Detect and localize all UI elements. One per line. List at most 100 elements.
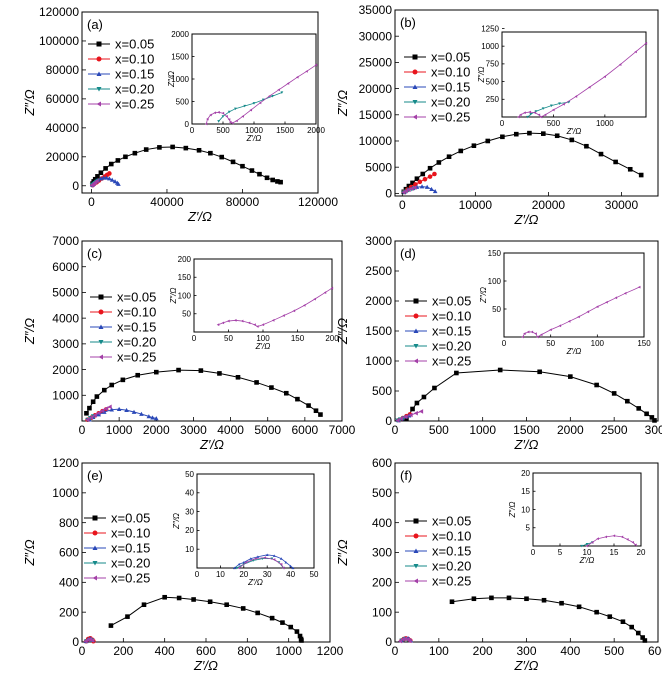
inset-data-point	[217, 110, 220, 114]
inset-plot-frame	[501, 31, 647, 118]
inset-data-point	[282, 566, 285, 570]
data-point	[224, 602, 229, 608]
data-point	[594, 609, 599, 615]
inset-y-tick-label: 1000	[171, 75, 189, 84]
inset-data-point	[271, 318, 275, 322]
data-point	[636, 406, 642, 411]
legend: x=0.05x=0.10x=0.15x=0.20x=0.25	[84, 511, 150, 586]
data-point	[112, 179, 118, 184]
data-point	[554, 133, 560, 139]
inset-x-tick-label: 2000	[307, 126, 325, 135]
legend-label: x=0.05	[432, 514, 471, 529]
y-tick-label: 300	[372, 546, 392, 560]
legend: x=0.05x=0.10x=0.15x=0.20x=0.25	[90, 290, 156, 365]
legend-marker	[98, 340, 104, 345]
data-point	[627, 166, 633, 172]
inset-y-tick-label: 20	[185, 526, 194, 535]
data-point	[294, 629, 300, 634]
x-tick-label: 0	[399, 198, 406, 212]
inset-data-point	[626, 538, 629, 541]
data-point	[269, 615, 275, 621]
inset-data-point	[519, 113, 522, 117]
x-tick-label: 0	[79, 423, 86, 437]
legend-label: x=0.20	[432, 339, 471, 354]
data-point	[629, 624, 634, 630]
data-point	[146, 414, 152, 419]
data-point	[196, 147, 202, 153]
x-tick-label: 6000	[292, 423, 319, 437]
data-point	[109, 382, 115, 388]
inset-data-point	[227, 319, 230, 323]
y-tick-label: 4000	[52, 311, 79, 325]
legend-label: x=0.15	[432, 324, 471, 339]
inset-x-tick-label: 0	[502, 339, 507, 348]
inset-data-point	[528, 110, 531, 114]
series-x025	[397, 636, 412, 644]
data-point	[92, 176, 98, 182]
inset-y-tick-label: 100	[488, 277, 502, 286]
inset-data-point	[552, 108, 555, 112]
data-point	[269, 385, 274, 390]
x-axis-title: Z′/Ω	[514, 658, 539, 673]
inset-series-x025	[204, 63, 318, 126]
inset-data-point	[543, 113, 547, 117]
legend-marker	[98, 294, 104, 300]
inset-data-point	[256, 555, 260, 558]
inset-data-point	[577, 315, 580, 319]
data-point	[153, 369, 159, 375]
legend-label: x=0.10	[111, 526, 150, 541]
legend-entry: x=0.25	[405, 574, 471, 589]
data-point	[101, 387, 107, 393]
x-tick-label: 200	[473, 644, 493, 658]
data-point	[458, 148, 464, 154]
inset-plot-frame	[191, 33, 317, 125]
inset-data-point	[213, 111, 217, 115]
inset-x-tick-label: 5	[558, 548, 563, 557]
data-point	[406, 187, 411, 193]
data-point	[497, 367, 503, 373]
data-point	[638, 172, 644, 178]
data-point	[403, 636, 408, 642]
inset-data-point	[237, 562, 241, 566]
legend-marker	[413, 533, 419, 539]
legend-label: x=0.25	[115, 97, 154, 112]
y-axis-title: Z″/Ω	[335, 90, 350, 117]
data-point	[95, 174, 100, 179]
data-point	[436, 160, 442, 165]
data-point	[249, 168, 255, 173]
inset-data-point	[539, 333, 543, 337]
inset-series-x025	[517, 41, 648, 119]
y-tick-label: 0	[72, 635, 79, 649]
y-tick-label: 0	[385, 635, 392, 649]
data-point	[124, 407, 129, 413]
x-tick-label: 4000	[217, 423, 244, 437]
x-tick-label: 120000	[298, 195, 338, 209]
data-point	[176, 595, 182, 601]
data-point	[109, 407, 115, 412]
data-point	[288, 624, 294, 630]
legend-entry: x=0.20	[84, 556, 150, 571]
inset-data-point	[279, 562, 283, 566]
data-point	[207, 599, 213, 605]
inset-data-point	[534, 332, 537, 336]
inset-x-tick-label: 50	[224, 334, 233, 343]
legend-label: x=0.25	[117, 350, 156, 365]
x-tick-label: 600	[196, 644, 216, 658]
inset-y-tick-label: 500	[486, 77, 500, 86]
data-point	[116, 181, 121, 186]
data-point	[198, 368, 204, 373]
data-point	[471, 596, 477, 602]
data-point	[115, 158, 121, 163]
inset-x-axis-title: Z′/Ω	[255, 342, 271, 351]
legend-entry: x=0.05	[404, 50, 470, 65]
inset-data-point	[242, 560, 246, 564]
data-point	[143, 147, 149, 152]
inset-y-tick-label: 5	[526, 524, 531, 533]
x-tick-label: 500	[429, 423, 449, 437]
inset-x-tick-label: 150	[637, 339, 651, 348]
data-point	[103, 406, 108, 411]
data-point	[620, 619, 626, 625]
y-tick-label: 60000	[46, 92, 80, 106]
inset-series-line	[218, 287, 333, 327]
